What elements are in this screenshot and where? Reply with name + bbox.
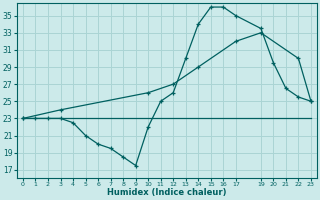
X-axis label: Humidex (Indice chaleur): Humidex (Indice chaleur) bbox=[107, 188, 227, 197]
